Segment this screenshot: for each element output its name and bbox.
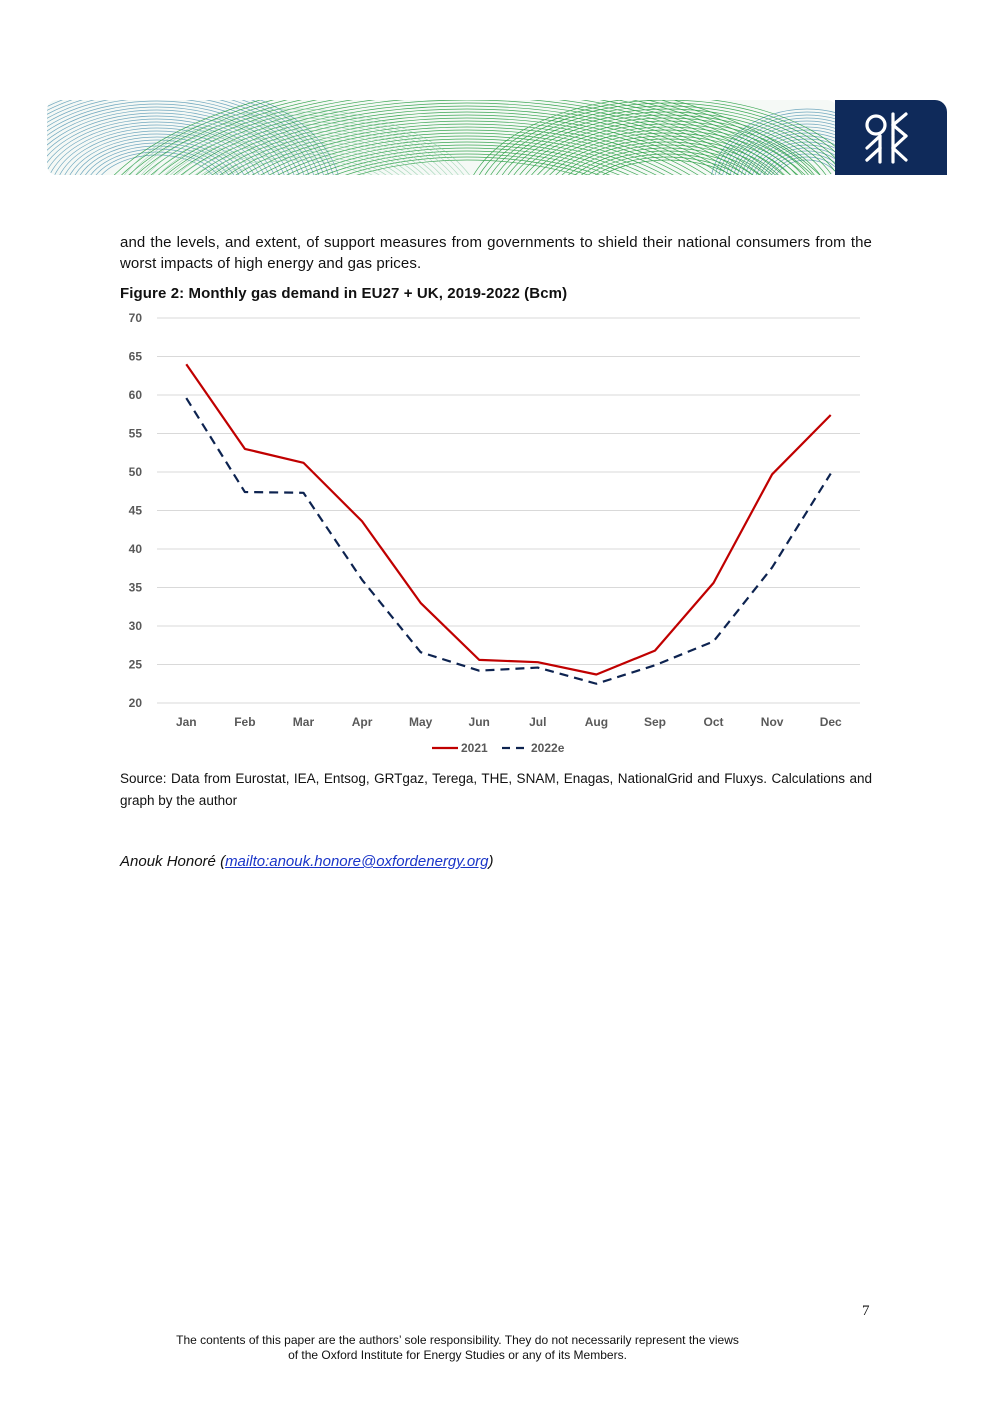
x-tick-label: Sep (644, 715, 666, 729)
series-line-2021 (185, 363, 832, 676)
author-email-link[interactable]: mailto:anouk.honore@oxfordenergy.org (225, 853, 489, 870)
y-tick-label: 65 (129, 350, 143, 364)
x-tick-label: Nov (761, 715, 784, 729)
x-tick-label: Oct (704, 715, 724, 729)
gas-demand-chart: 20 25 30 35 40 45 50 55 60 65 70 Jan Feb Mar Apr May Jun… (129, 311, 860, 755)
y-tick-label: 30 (129, 619, 143, 633)
y-tick-label: 35 (129, 581, 143, 595)
oies-logo (835, 100, 947, 175)
footer-disclaimer: The contents of this paper are the autho… (120, 1333, 795, 1363)
x-tick-label: Aug (585, 715, 608, 729)
y-tick-label: 55 (129, 427, 143, 441)
oies-logo-icon (865, 112, 908, 164)
y-tick-label: 45 (129, 504, 143, 518)
y-tick-label: 50 (129, 465, 143, 479)
author-close-paren: ) (488, 853, 494, 870)
series-line-2022e (185, 397, 832, 685)
x-tick-label: Dec (820, 715, 842, 729)
figure-title: Figure 2: Monthly gas demand in EU27 + U… (120, 285, 568, 302)
y-tick-label: 20 (129, 696, 143, 710)
intro-paragraph: and the levels, and extent, of support m… (120, 234, 872, 272)
x-tick-label: Jul (529, 715, 546, 729)
legend-label-2021: 2021 (461, 741, 488, 755)
x-tick-label: May (409, 715, 433, 729)
legend-label-2022e: 2022e (531, 741, 565, 755)
source-note: Source: Data from Eurostat, IEA, Entsog,… (120, 771, 872, 808)
author-name: Anouk Honoré ( (120, 853, 226, 870)
y-tick-label: 40 (129, 542, 143, 556)
author-line: Anouk Honoré (mailto:anouk.honore@oxford… (120, 853, 494, 870)
x-tick-label: Jan (176, 715, 197, 729)
header-banner (47, 100, 837, 175)
disclaimer-line-1: The contents of this paper are the autho… (176, 1333, 739, 1347)
y-tick-label: 25 (129, 658, 143, 672)
x-tick-label: Apr (352, 715, 373, 729)
disclaimer-line-2: of the Oxford Institute for Energy Studi… (288, 1348, 627, 1362)
y-tick-label: 60 (129, 388, 143, 402)
x-tick-label: Mar (293, 715, 315, 729)
x-tick-label: Jun (469, 715, 490, 729)
page-number: 7 (862, 1303, 870, 1319)
y-tick-label: 70 (129, 311, 143, 325)
x-tick-label: Feb (234, 715, 255, 729)
